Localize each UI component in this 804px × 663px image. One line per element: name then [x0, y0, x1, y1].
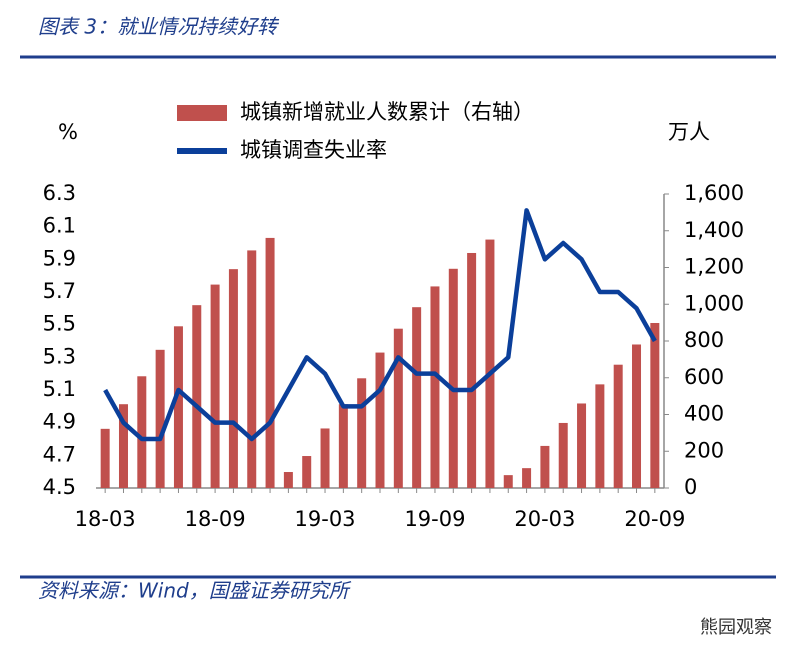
bar [467, 252, 477, 488]
bar [265, 237, 275, 488]
bar [118, 404, 128, 488]
x-tick-label: 20-09 [624, 507, 685, 531]
bar [228, 269, 238, 488]
y-tick-label: 6.3 [43, 181, 76, 205]
bar [155, 349, 165, 488]
y2-tick-label: 1,000 [684, 291, 744, 315]
bar [485, 239, 495, 488]
y2-tick-label: 400 [684, 402, 724, 426]
y2-tick-label: 600 [684, 365, 724, 389]
legend-label: 城镇新增就业人数累计（右轴） [240, 100, 534, 124]
x-tick-label: 19-09 [404, 507, 465, 531]
bar [357, 378, 367, 488]
bar [650, 322, 660, 488]
y2-tick-label: 200 [684, 438, 724, 462]
bar [632, 344, 642, 488]
bar [137, 376, 147, 488]
y-tick-label: 6.1 [43, 214, 76, 238]
y2-tick-label: 1,200 [684, 255, 744, 279]
y-tick-label: 5.1 [43, 377, 76, 401]
legend-label: 城镇调查失业率 [240, 138, 387, 162]
watermark: 熊园观察 [700, 617, 772, 638]
bar [210, 284, 220, 488]
y-tick-label: 5.3 [43, 344, 76, 368]
x-tick-label: 18-03 [75, 507, 136, 531]
y2-tick-label: 1,600 [684, 181, 744, 205]
y2-tick-label: 800 [684, 328, 724, 352]
y2-axis-label: 万人 [668, 120, 710, 144]
y-tick-label: 5.9 [43, 246, 76, 270]
y-axis-label: % [58, 120, 78, 144]
y-tick-label: 5.7 [43, 279, 76, 303]
x-tick-label: 18-09 [185, 507, 246, 531]
y2-tick-label: 1,400 [684, 218, 744, 242]
bar [412, 307, 422, 488]
bar [393, 328, 403, 488]
bar [283, 472, 293, 488]
x-tick-label: 19-03 [295, 507, 356, 531]
bar [338, 404, 348, 488]
bar [192, 305, 202, 488]
bar [503, 475, 513, 488]
bar [540, 445, 550, 488]
bar [595, 384, 605, 488]
chart-title: 图表 3：就业情况持续好转 [38, 15, 280, 39]
y-tick-label: 4.9 [43, 410, 76, 434]
y-tick-label: 5.5 [43, 312, 76, 336]
y2-tick-label: 0 [684, 475, 697, 499]
bar [558, 422, 568, 488]
bar [302, 456, 312, 488]
bar [320, 428, 330, 488]
bar [522, 468, 532, 488]
bar [375, 352, 385, 488]
x-tick-label: 20-03 [514, 507, 575, 531]
bar [448, 268, 458, 488]
bar [613, 364, 623, 488]
source: 资料来源：Wind，国盛证券研究所 [38, 579, 352, 603]
bar [577, 403, 587, 488]
y-tick-label: 4.5 [43, 475, 76, 499]
bar [173, 326, 183, 488]
line [103, 208, 657, 442]
bar [100, 428, 110, 488]
legend-swatch [177, 105, 227, 121]
y-tick-label: 4.7 [43, 442, 76, 466]
bar [247, 250, 257, 488]
bar [430, 286, 440, 488]
